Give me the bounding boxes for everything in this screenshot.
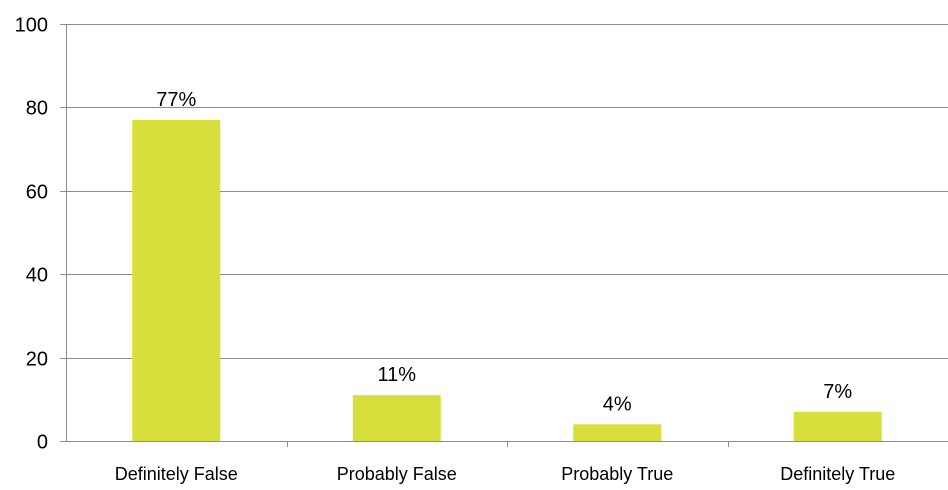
bars [132,119,882,441]
x-tick-label: Definitely False [115,464,238,484]
y-tick-label: 20 [26,349,48,371]
data-label: 11% [377,364,416,386]
bar [573,424,662,441]
x-tick-label: Probably True [561,464,673,484]
labels: 0 20 40 60 80 100 77% Definitely False 11% Probab… [15,15,896,485]
data-label: 77% [156,89,196,111]
y-tick-label: 100 [15,15,48,37]
bar [793,411,882,441]
bar [352,395,441,441]
x-tick-label: Probably False [337,464,457,484]
y-tick-label: 60 [26,182,48,204]
y-tick-label: 80 [26,98,48,120]
axes [60,24,948,447]
x-tick-label: Definitely True [780,464,895,484]
data-label: 4% [603,393,632,415]
y-tick-label: 0 [37,432,48,454]
data-label: 7% [823,381,852,403]
bar [132,119,221,441]
y-tick-label: 40 [26,265,48,287]
